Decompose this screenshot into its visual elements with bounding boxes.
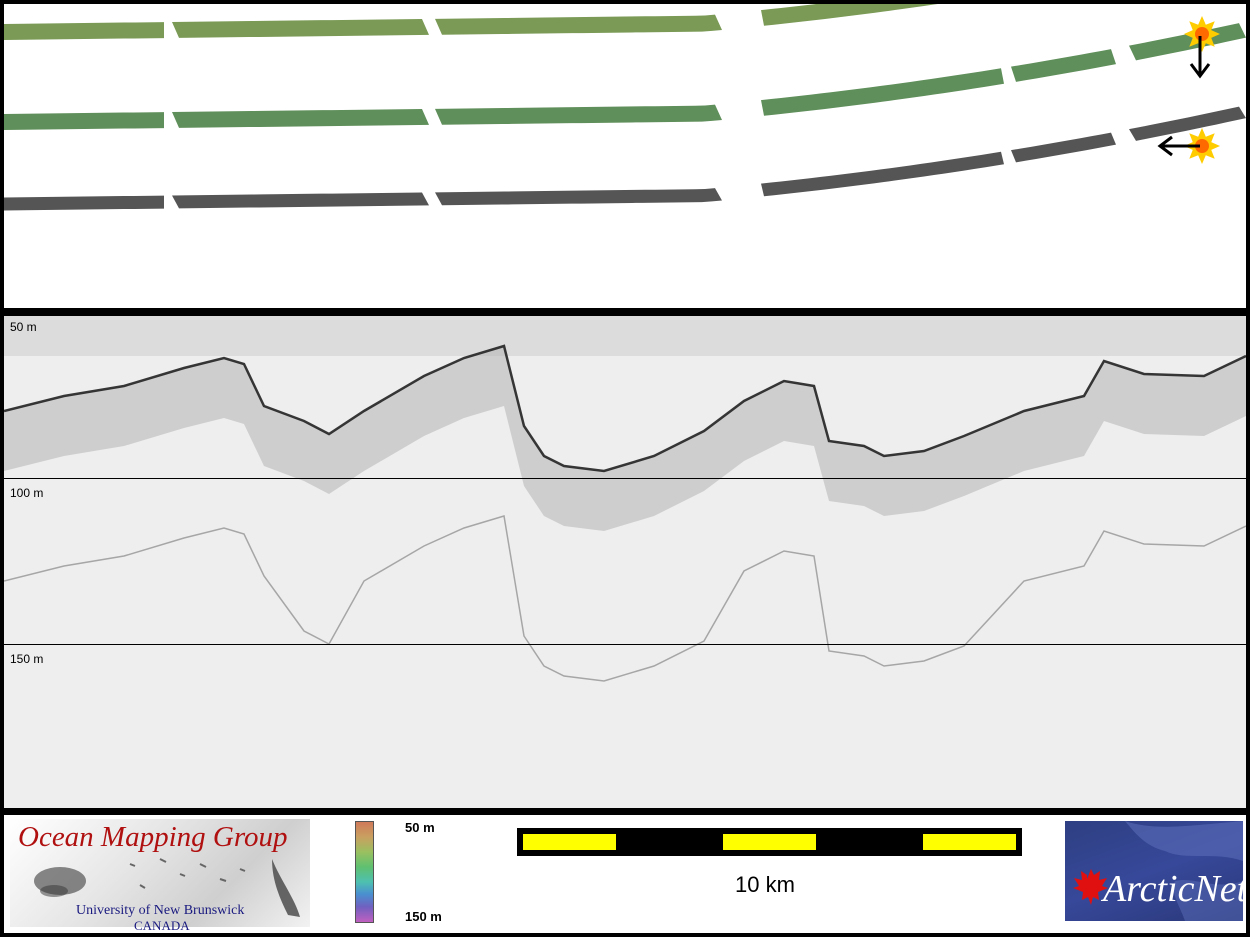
omg-title: Ocean Mapping Group [18,821,288,853]
bathymetry-strip [4,22,164,40]
seafloor-shading-image [34,858,300,917]
shaded-bathymetry-strip [4,112,164,130]
colorbar-bottom-label: 150 m [405,909,442,924]
backscatter-strip [1129,106,1246,141]
bathymetry-strip [435,14,722,35]
swath-map-panel [4,4,1246,308]
scale-segment [523,834,616,850]
shaded-bathymetry-strip [761,68,1004,116]
sun-icon [1184,16,1220,52]
subbottom-profile-panel: 50 m 100 m 150 m [4,316,1246,808]
shaded-bathymetry-strip [1129,23,1246,61]
depth-line-100 [4,478,1246,479]
seafloor-return-band [4,346,1246,531]
backscatter-strip [4,195,164,211]
backscatter-strip [172,192,429,209]
backscatter-strip [728,186,736,200]
maple-leaf-icon [1073,869,1108,905]
multiple-reflection-trace [4,515,1246,682]
seafloor-trace [4,344,1246,473]
colorbar-top-label: 50 m [405,820,435,835]
depth-line-150 [4,644,1246,645]
shaded-bathymetry-strip [1011,49,1116,82]
backscatter-strip [761,151,1004,197]
arcticnet-logo: ArcticNet [1065,821,1243,921]
scale-label: 10 km [735,872,795,897]
shaded-bathymetry-strip [172,108,429,128]
omg-country: CANADA [134,918,190,933]
shaded-bathymetry-strip [435,104,722,125]
shaded-bathymetry-strip [728,103,736,119]
left-arrow-icon [1157,135,1200,157]
scale-segment [723,834,816,850]
arcticnet-text: ArcticNet [1103,868,1243,910]
bathymetry-strip [172,18,429,38]
arctic-map-graphic [1073,821,1243,921]
swath-strips [4,4,1246,211]
profile-echogram [4,316,1246,682]
depth-colorbar [355,821,374,923]
scale-segment [923,834,1016,850]
depth-label-100: 100 m [10,486,44,500]
scale-bar [517,828,1022,856]
omg-university: University of New Brunswick [76,903,245,918]
backscatter-strip [435,188,722,206]
bathymetry-strip [728,13,736,29]
sun-icon [1184,128,1220,164]
legend-footer: Ocean Mapping Group University of New Br… [4,815,1246,933]
depth-label-150: 150 m [10,652,44,666]
water-column-noise [4,316,1246,356]
bathymetry-strip [761,4,938,26]
down-arrow-icon [1189,36,1211,79]
ocean-mapping-group-logo: Ocean Mapping Group University of New Br… [10,819,310,933]
depth-label-50: 50 m [10,320,37,334]
backscatter-strip [1011,132,1116,163]
